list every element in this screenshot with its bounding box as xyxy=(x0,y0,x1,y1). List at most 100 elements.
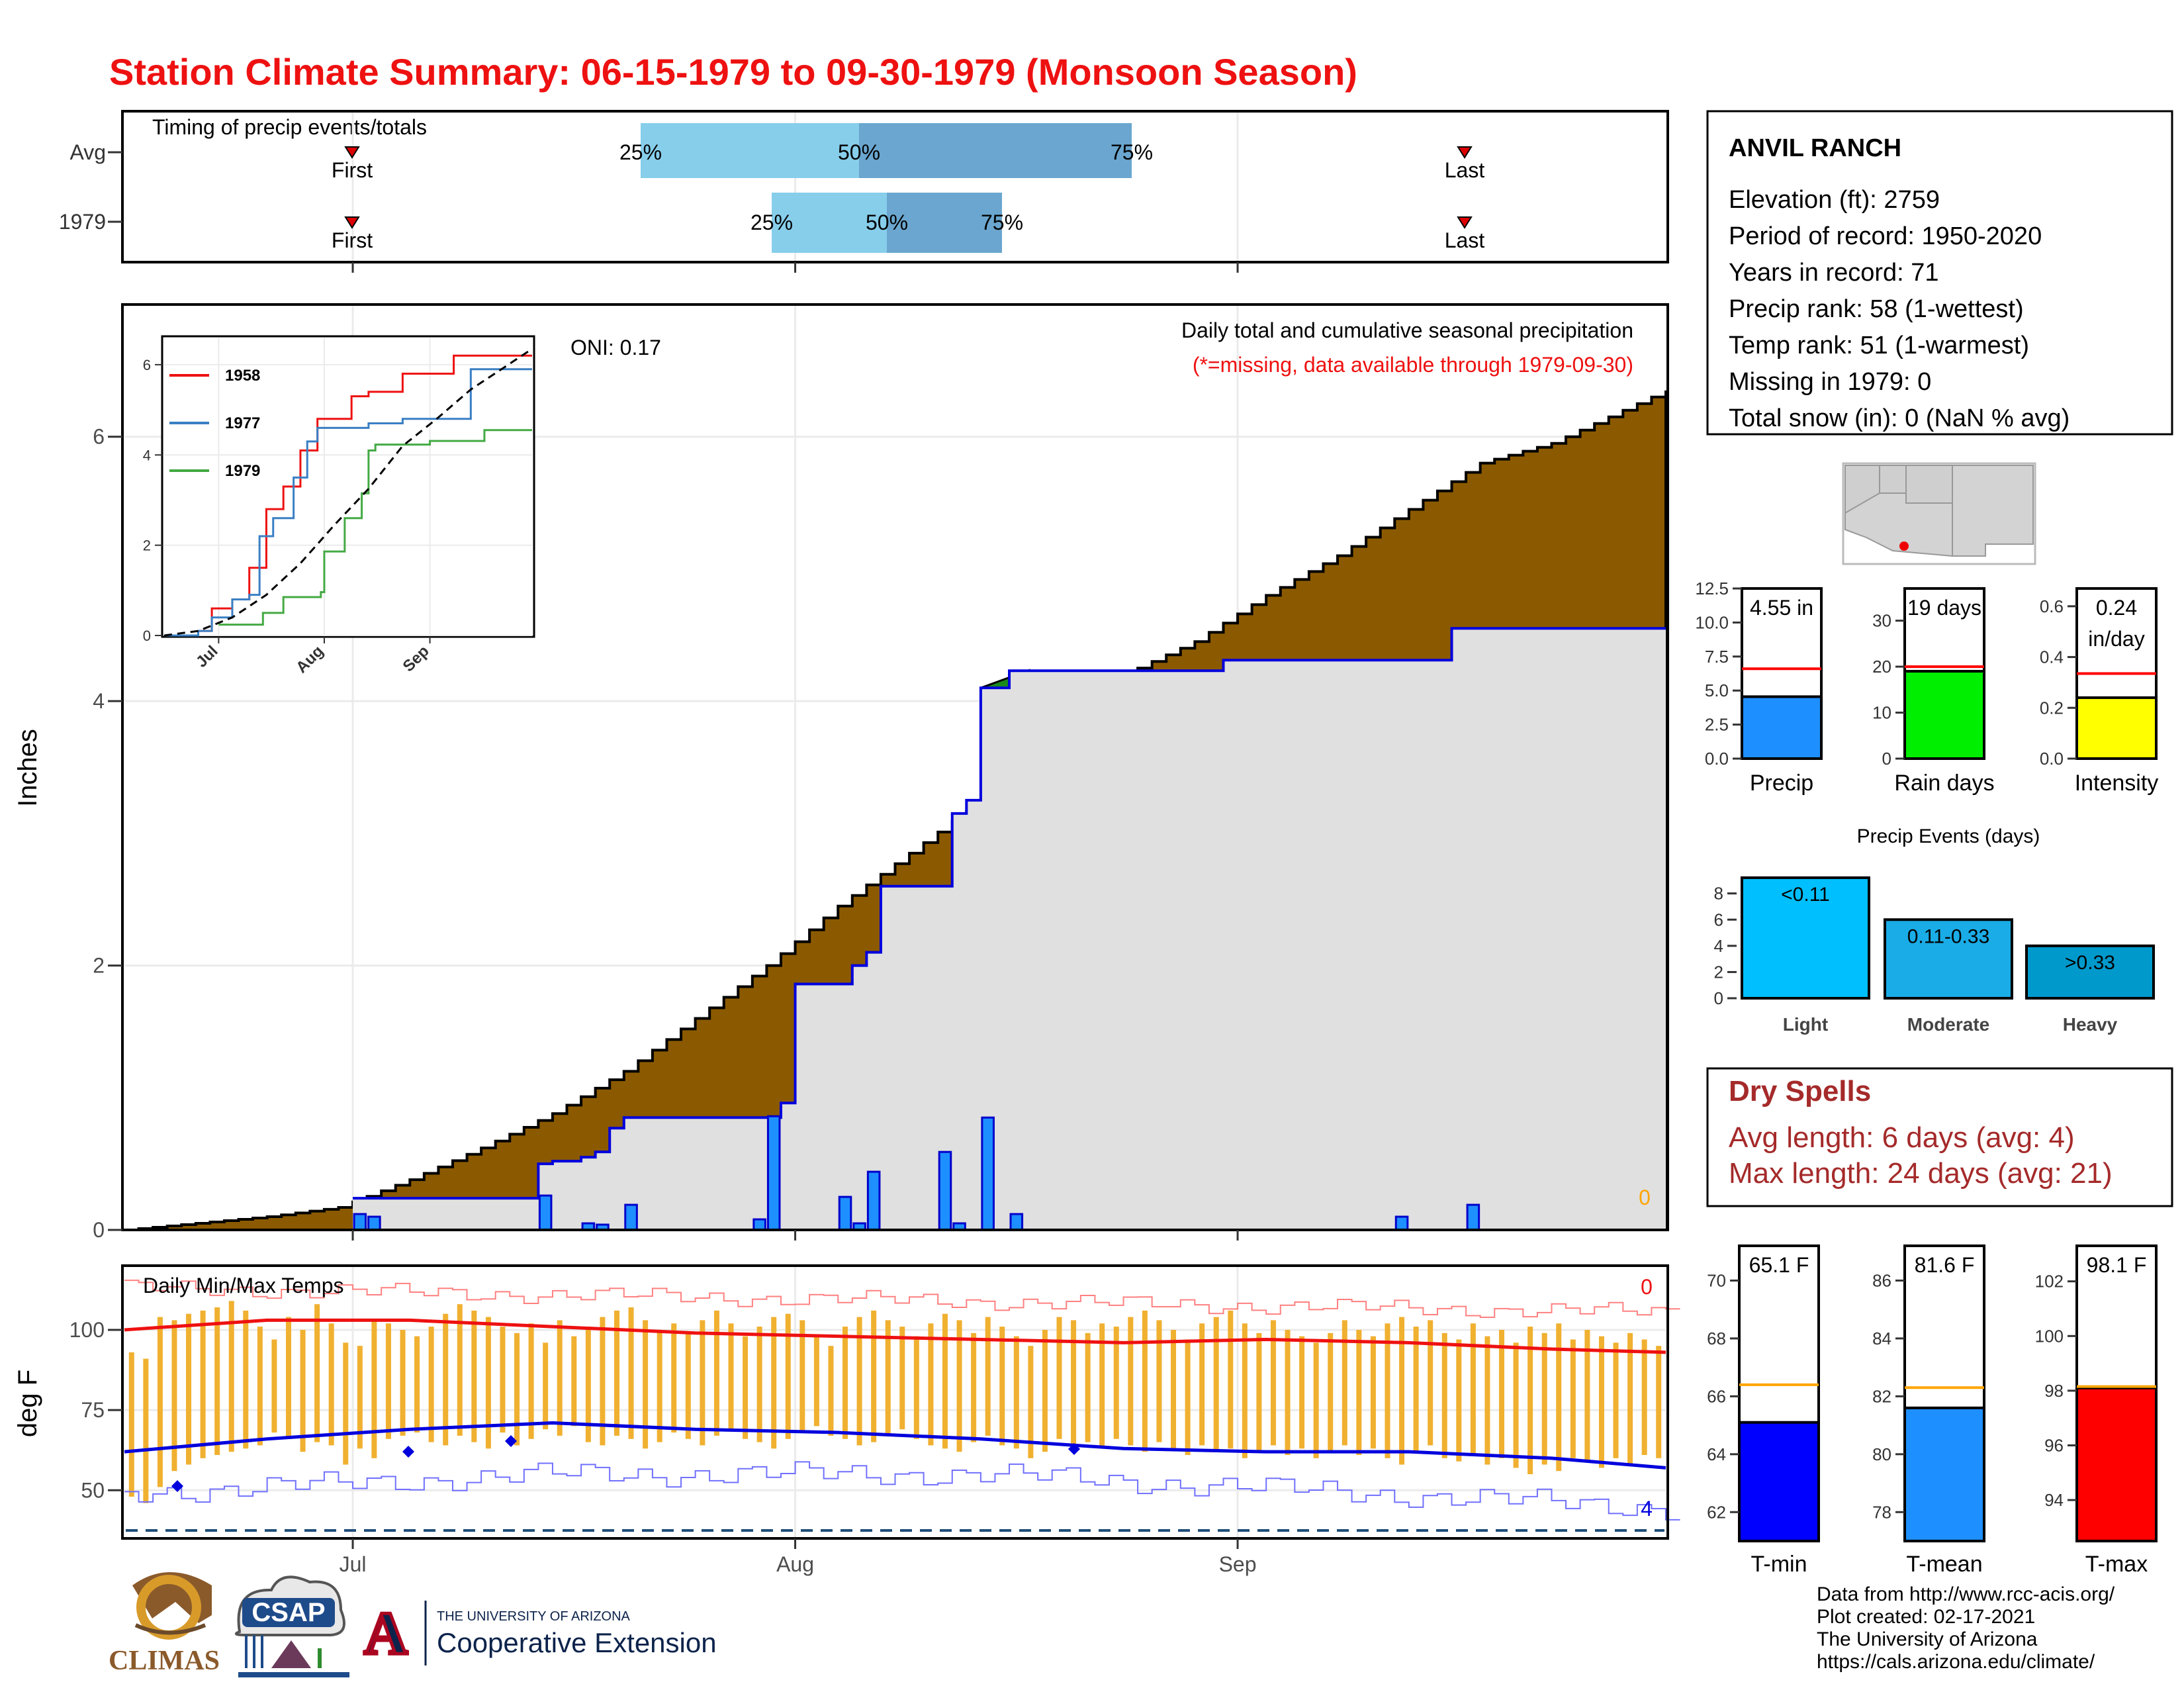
daily-temp-bar xyxy=(1527,1327,1533,1475)
daily-temp-bar xyxy=(328,1323,334,1446)
events-bar-moderate xyxy=(1884,918,2013,1000)
inset-legend-label: 1977 xyxy=(225,414,260,432)
daily-temp-bar xyxy=(1028,1346,1034,1458)
summary-value-unit: in/day xyxy=(2088,627,2144,651)
summary-y-tick: 5.0 xyxy=(1705,680,1729,700)
events-y-tick: 2 xyxy=(1714,962,1723,982)
daily-temp-bar xyxy=(443,1313,449,1446)
daily-temp-bar xyxy=(1613,1342,1619,1458)
inset-y-tick: 0 xyxy=(143,628,151,644)
daily-temp-bar xyxy=(471,1310,477,1442)
daily-precip-bar xyxy=(938,1150,952,1231)
timing-row-avg: Avg xyxy=(69,140,106,164)
timing-year-first-marker xyxy=(344,216,360,229)
events-bar-range: 0.11-0.33 xyxy=(1907,925,1990,947)
daily-temp-bar xyxy=(942,1313,948,1449)
daily-temp-bar xyxy=(600,1317,606,1446)
daily-precip-bar xyxy=(1009,1213,1024,1231)
average-tmax-line xyxy=(124,1318,1666,1354)
summary-value-text: 19 days xyxy=(1907,596,1981,620)
summary-y-tick: 20 xyxy=(1872,657,1891,677)
summary-y-tick: 12.5 xyxy=(1695,579,1729,598)
climas-wordmark: CLIMAS xyxy=(109,1646,220,1676)
daily-temp-bar xyxy=(1541,1333,1547,1465)
x-axis-tick: Jul xyxy=(340,1552,367,1576)
daily-precip-bar xyxy=(752,1218,766,1231)
temp-summary-y-tick: 86 xyxy=(1872,1270,1891,1290)
daily-temp-bar xyxy=(1399,1317,1405,1465)
station-line: Elevation (ft): 2759 xyxy=(1729,186,1940,214)
events-title: Precip Events (days) xyxy=(1857,825,2040,847)
temp-summary-y-tick: 68 xyxy=(1707,1329,1726,1348)
x-axis-tick: Aug xyxy=(776,1552,814,1576)
daily-temp-bar xyxy=(1641,1339,1647,1455)
daily-temp-bar xyxy=(971,1333,977,1442)
daily-temp-bar xyxy=(1242,1323,1248,1458)
daily-temp-bar xyxy=(913,1336,919,1439)
timing-avg-25-50-bar xyxy=(641,123,859,178)
inset-y-tick: 6 xyxy=(143,357,151,373)
daily-temp-bar xyxy=(271,1339,277,1433)
precip-y-axis-label: Inches xyxy=(13,729,42,807)
station-location-dot xyxy=(1899,541,1909,551)
credit-line: Plot created: 02-17-2021 xyxy=(1817,1606,2035,1628)
daily-temp-bar xyxy=(314,1304,320,1442)
summary-y-tick: 0.4 xyxy=(2040,647,2064,667)
timing-1979-50-75-bar xyxy=(887,193,1002,253)
x-axis-tick: Sep xyxy=(1219,1552,1257,1576)
daily-temp-bar xyxy=(1285,1329,1291,1455)
timing-panel: Timing of precip events/totals Avg 1979 … xyxy=(59,110,1669,273)
dry-spells-avg: Avg length: 6 days (avg: 4) xyxy=(1729,1121,2075,1154)
daily-temp-bar xyxy=(300,1329,306,1452)
daily-temp-bar xyxy=(628,1307,634,1439)
summary-value-bar xyxy=(2075,696,2158,761)
daily-temp-bar xyxy=(585,1327,591,1442)
temp-summary-y-tick: 66 xyxy=(1707,1386,1726,1406)
summary-value-text: 4.55 in xyxy=(1750,596,1813,620)
daily-temp-bar xyxy=(1071,1320,1077,1446)
station-line: Precip rank: 58 (1-wettest) xyxy=(1729,295,2024,323)
summary-y-tick: 7.5 xyxy=(1705,647,1729,667)
year-cumulative-area xyxy=(353,628,1666,1230)
temp-summary-y-tick: 100 xyxy=(2035,1326,2064,1346)
daily-precip-bar xyxy=(1466,1203,1480,1231)
daily-temp-bar xyxy=(1584,1329,1590,1462)
inset-series-line-1977 xyxy=(164,368,532,637)
daily-temp-bar xyxy=(500,1327,506,1433)
temp-bar-label: T-max xyxy=(2085,1552,2148,1577)
daily-precip-bar xyxy=(538,1194,553,1231)
daily-temp-bar xyxy=(1199,1323,1205,1446)
daily-temp-bar xyxy=(956,1320,962,1452)
daily-temp-bar xyxy=(1627,1333,1633,1465)
daily-temp-bar xyxy=(1456,1339,1462,1462)
precip-y-tick: 6 xyxy=(93,425,105,449)
daily-precip-bar xyxy=(981,1116,995,1231)
daily-temp-bar xyxy=(257,1327,263,1446)
station-line: Years in record: 71 xyxy=(1729,259,1939,287)
record-low-marker xyxy=(1068,1443,1080,1455)
summary-y-tick: 0.0 xyxy=(2040,749,2064,769)
station-name: ANVIL RANCH xyxy=(1729,134,1901,162)
daily-precip-bar xyxy=(353,1213,367,1231)
season-summary-bars: 4.55 in Precip 0.0 2.5 5.0 7.5 10.0 12.5 19 days… xyxy=(1695,579,2158,796)
credit-line: The University of Arizona xyxy=(1817,1628,2038,1650)
daily-temp-bar xyxy=(1656,1346,1662,1458)
daily-temp-bar xyxy=(143,1358,149,1503)
record-tmin-line xyxy=(124,1461,1680,1521)
events-y-tick: 4 xyxy=(1714,936,1723,956)
daily-temp-bar xyxy=(1598,1336,1604,1468)
daily-temp-bar xyxy=(1142,1310,1148,1452)
temp-summary-y-tick: 80 xyxy=(1872,1444,1891,1464)
events-bar-label: Light xyxy=(1783,1014,1828,1035)
events-bar-range: <0.11 xyxy=(1781,884,1830,906)
daily-temp-bar xyxy=(228,1301,234,1452)
daily-temp-bar xyxy=(871,1310,877,1442)
events-bar-range: >0.33 xyxy=(2065,952,2115,974)
record-low-marker xyxy=(505,1435,517,1447)
events-bar-heavy xyxy=(2025,944,2155,1000)
precip-y-tick: 2 xyxy=(93,954,105,978)
temp-value-text: 65.1 F xyxy=(1749,1253,1809,1277)
daily-temp-bar xyxy=(1270,1320,1276,1446)
daily-temp-bar xyxy=(1499,1329,1505,1458)
daily-precip-bar xyxy=(367,1215,381,1231)
